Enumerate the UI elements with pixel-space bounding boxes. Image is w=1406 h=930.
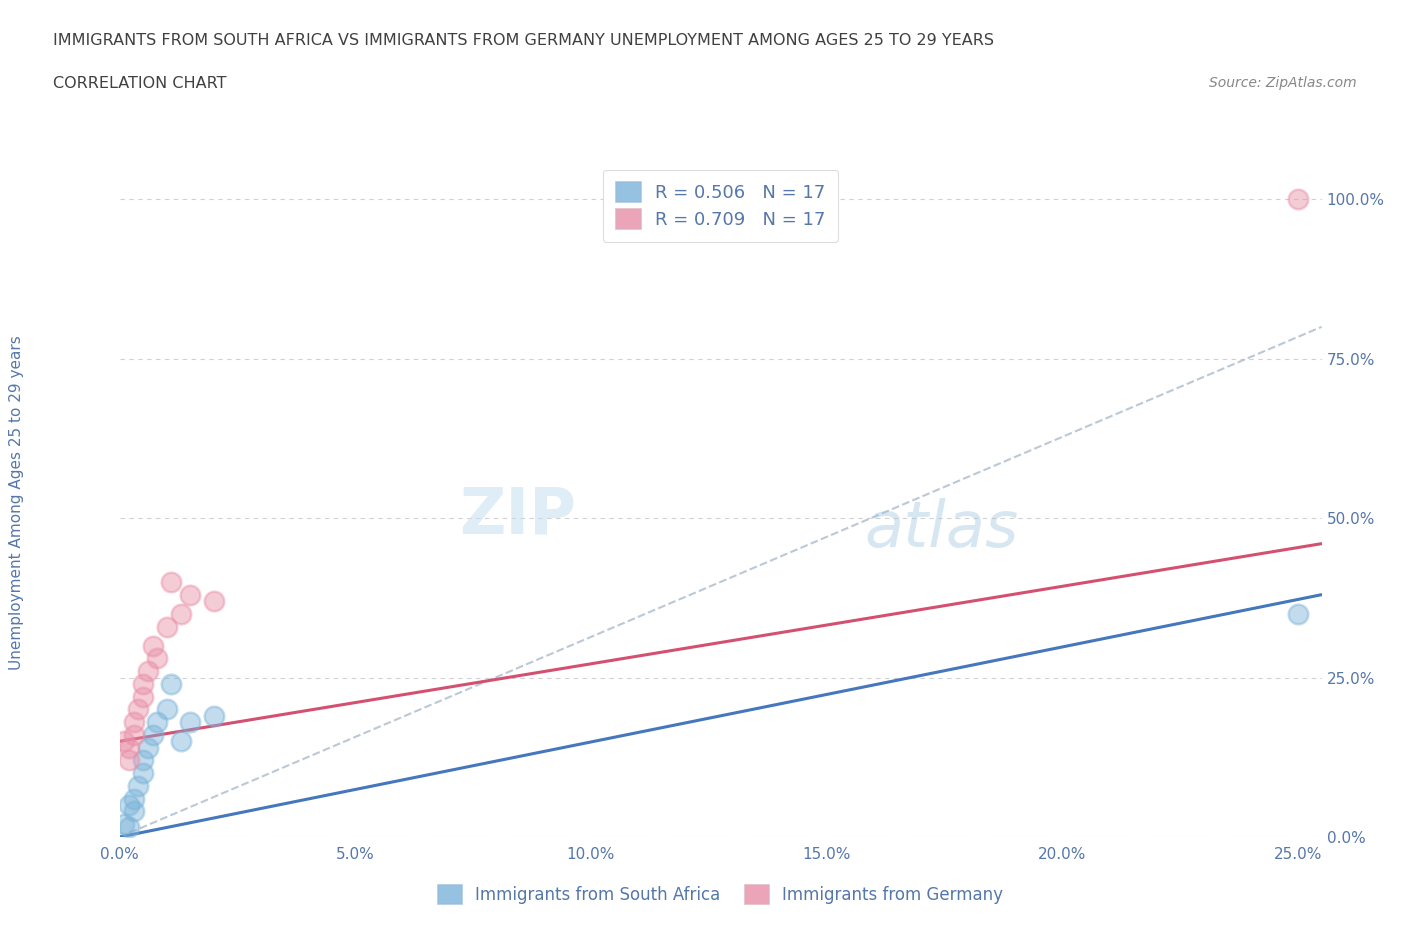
Point xyxy=(122,791,145,806)
Text: IMMIGRANTS FROM SOUTH AFRICA VS IMMIGRANTS FROM GERMANY UNEMPLOYMENT AMONG AGES : IMMIGRANTS FROM SOUTH AFRICA VS IMMIGRAN… xyxy=(53,33,994,47)
Point xyxy=(127,702,149,717)
Point xyxy=(122,715,145,730)
Point xyxy=(146,715,169,730)
Point xyxy=(170,606,193,621)
Point xyxy=(179,715,201,730)
Text: atlas: atlas xyxy=(865,498,1019,560)
Point xyxy=(1286,606,1309,621)
Point xyxy=(132,676,155,691)
Point xyxy=(146,651,169,666)
Point xyxy=(122,727,145,742)
Point xyxy=(122,804,145,819)
Point xyxy=(132,765,155,780)
Point xyxy=(112,817,135,831)
Point xyxy=(118,740,141,755)
Point xyxy=(136,740,159,755)
Point xyxy=(112,734,135,749)
Point xyxy=(141,638,163,653)
Point xyxy=(156,702,179,717)
Point xyxy=(118,798,141,813)
Point xyxy=(1286,192,1309,206)
Point xyxy=(118,753,141,768)
Text: CORRELATION CHART: CORRELATION CHART xyxy=(53,76,226,91)
Point xyxy=(127,778,149,793)
Point xyxy=(156,619,179,634)
Point xyxy=(132,689,155,704)
Point xyxy=(170,734,193,749)
Point xyxy=(118,820,141,835)
Point xyxy=(160,575,183,590)
Point xyxy=(132,753,155,768)
Text: Unemployment Among Ages 25 to 29 years: Unemployment Among Ages 25 to 29 years xyxy=(10,335,24,670)
Point xyxy=(141,727,163,742)
Text: ZIP: ZIP xyxy=(460,485,576,547)
Point xyxy=(160,676,183,691)
Text: Source: ZipAtlas.com: Source: ZipAtlas.com xyxy=(1209,76,1357,90)
Point xyxy=(202,593,225,608)
Point xyxy=(179,587,201,602)
Point xyxy=(136,664,159,679)
Legend: Immigrants from South Africa, Immigrants from Germany: Immigrants from South Africa, Immigrants… xyxy=(426,873,1015,916)
Point xyxy=(202,709,225,724)
